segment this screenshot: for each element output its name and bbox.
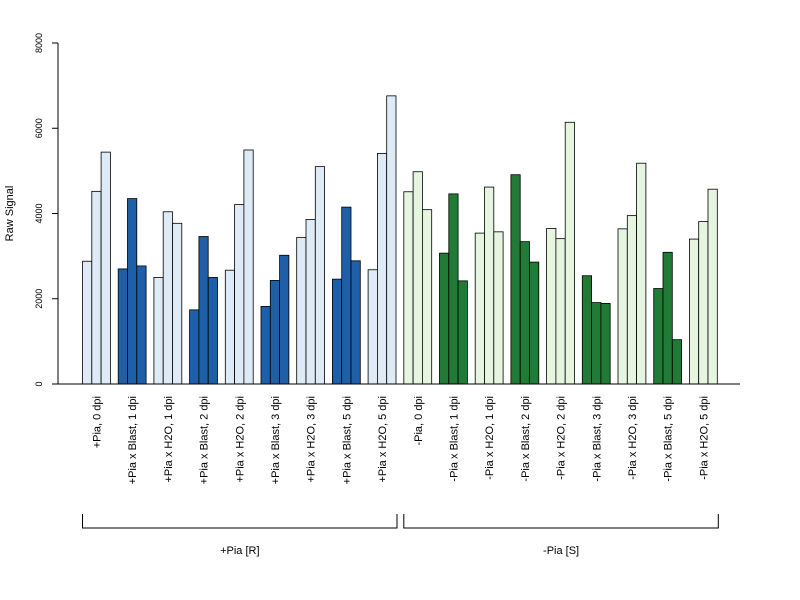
bar-3-rep-2 [162,211,173,385]
bar-10-rep-2 [412,171,423,385]
bar-2-rep-2 [127,198,138,385]
bar-2-rep-1 [117,268,128,385]
bar-1-rep-2 [91,190,102,385]
y-tick-label: 6000 [34,118,44,138]
bar-7-rep-1 [296,236,307,385]
bar-3-rep-3 [172,222,183,385]
category-label: +Pia x H2O, 2 dpi [234,396,246,483]
bar-12-rep-2 [484,186,495,385]
bar-8-rep-2 [341,206,352,385]
bar-17-rep-3 [671,339,682,385]
y-axis: 0 2000 4000 6000 8000 [34,33,59,387]
category-label: -Pia x H2O, 2 dpi [556,396,568,480]
group-brackets: +Pia [R] -Pia [S] [82,514,719,557]
category-label: -Pia x Blast, 5 dpi [663,396,675,482]
bar-17-rep-2 [662,251,673,385]
bar-14-rep-1 [546,228,557,385]
category-label: -Pia x Blast, 2 dpi [520,396,532,482]
category-label: -Pia x Blast, 3 dpi [591,396,603,482]
y-tick-label: 4000 [34,203,44,223]
category-label: +Pia x Blast, 1 dpi [127,396,139,484]
bar-2-rep-3 [136,265,147,385]
bar-18-rep-2 [698,221,709,385]
category-label: -Pia, 0 dpi [413,396,425,446]
bar-1-rep-1 [82,260,93,385]
category-label: +Pia x Blast, 2 dpi [199,396,211,484]
bar-1-rep-3 [100,151,111,385]
bar-12-rep-3 [493,231,504,385]
bar-10-rep-3 [421,209,433,385]
bar-13-rep-3 [529,261,540,385]
bar-14-rep-2 [555,238,566,385]
bar-9-rep-3 [386,95,397,385]
group-label: -Pia [S] [543,545,579,557]
group-bracket [403,514,719,529]
bar-13-rep-1 [510,174,521,385]
category-label: +Pia x H2O, 5 dpi [377,396,389,483]
y-tick-label: 8000 [34,33,44,53]
bar-17-rep-1 [653,288,664,385]
bar-4-rep-1 [189,309,200,385]
bar-18-rep-1 [689,238,700,385]
bar-11-rep-2 [448,193,459,385]
category-label: +Pia x H2O, 1 dpi [163,396,175,483]
bar-15-rep-2 [591,302,602,385]
bar-9-rep-1 [367,269,378,385]
bar-15-rep-1 [581,275,592,385]
bar-7-rep-3 [314,166,325,385]
category-labels: +Pia, 0 dpi +Pia x Blast, 1 dpi +Pia x H2O… [91,396,710,484]
y-tick-label: 2000 [34,289,44,309]
y-tick-label: 0 [34,381,44,386]
category-label: -Pia x H2O, 3 dpi [627,396,639,480]
bar-4-rep-2 [198,236,209,385]
bar-11-rep-3 [457,280,468,385]
bar-5-rep-1 [224,269,236,385]
group-bracket [82,514,398,529]
category-label: +Pia x H2O, 3 dpi [306,396,318,483]
y-axis-title: Raw Signal [4,186,16,242]
bar-10-rep-1 [403,191,414,385]
bar-6-rep-3 [279,254,290,385]
bar-15-rep-3 [600,303,611,385]
bars-layer [82,95,718,385]
bar-13-rep-2 [519,241,530,385]
bar-16-rep-2 [626,215,637,385]
bar-16-rep-1 [617,228,628,385]
bar-12-rep-1 [474,232,485,385]
bar-16-rep-3 [636,162,647,385]
bar-3-rep-1 [153,277,164,385]
bar-8-rep-3 [350,260,361,385]
bar-14-rep-3 [564,121,575,385]
group-label: +Pia [R] [220,545,259,557]
bar-8-rep-1 [331,278,343,385]
category-label: -Pia x Blast, 1 dpi [448,396,460,482]
bar-9-rep-2 [376,152,388,385]
category-label: +Pia x Blast, 3 dpi [270,396,282,484]
bar-18-rep-3 [707,188,718,385]
bar-5-rep-3 [243,149,254,385]
category-label: -Pia x H2O, 1 dpi [484,396,496,480]
bar-6-rep-1 [260,306,271,385]
bar-4-rep-3 [207,277,218,385]
bar-7-rep-2 [305,219,316,385]
category-label: +Pia x Blast, 5 dpi [341,396,353,484]
bar-6-rep-2 [269,280,280,385]
category-label: +Pia, 0 dpi [91,396,103,448]
bar-11-rep-1 [439,252,450,385]
category-label: -Pia x H2O, 5 dpi [698,396,710,480]
bar-5-rep-2 [234,204,245,385]
